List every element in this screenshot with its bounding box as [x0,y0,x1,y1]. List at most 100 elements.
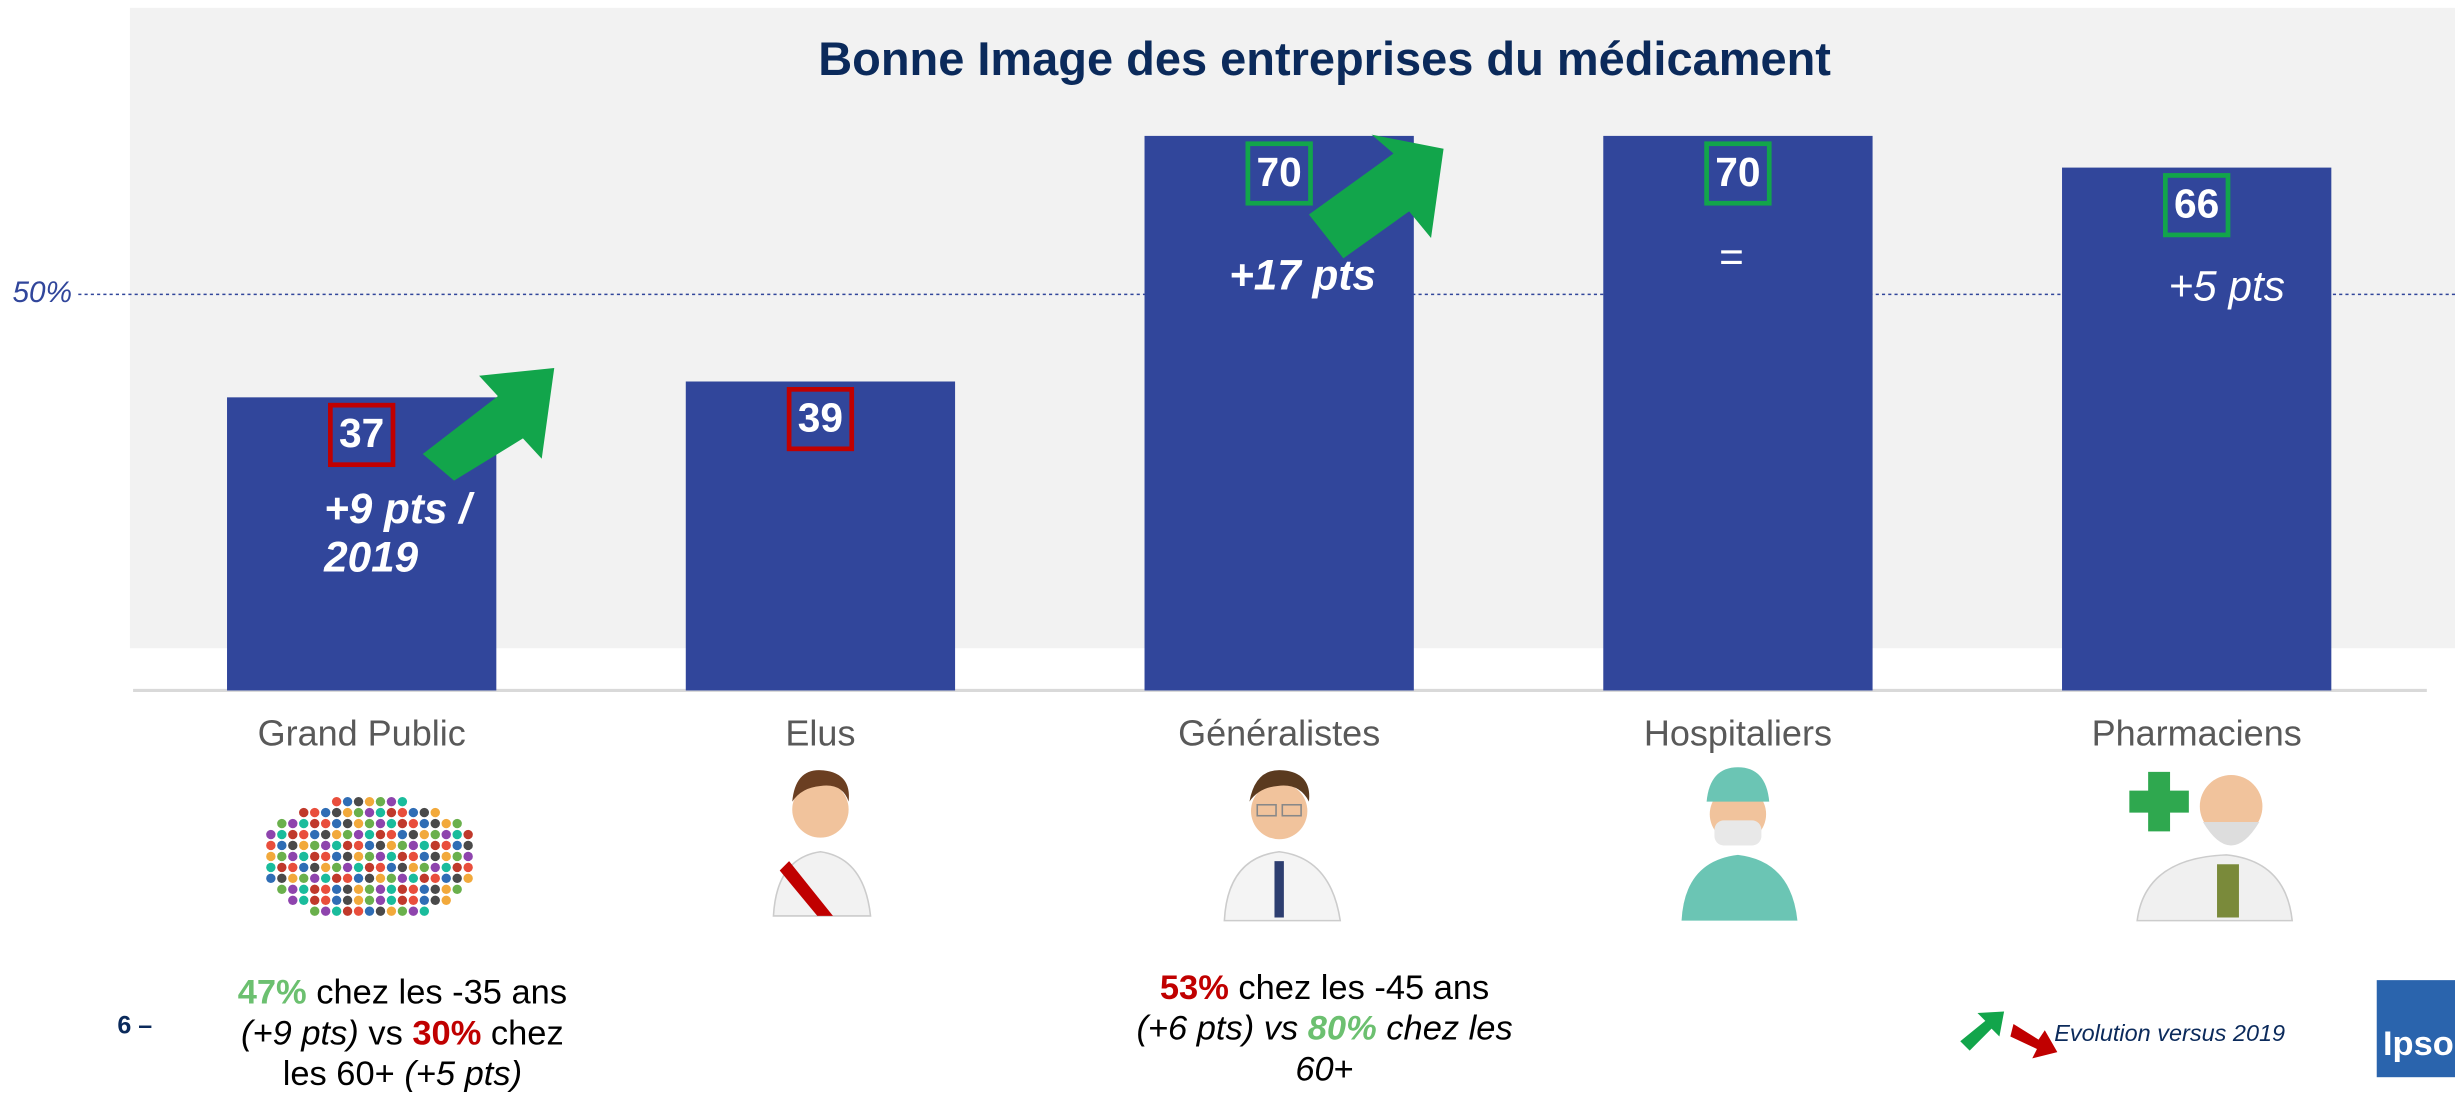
crowd-dot [299,851,309,862]
crowd-dot [419,840,430,851]
crowd-dot [342,884,353,895]
crowd-dot [320,884,331,895]
crowd-dot [419,829,430,840]
bar [2062,167,2332,691]
crowd-dot [277,851,287,862]
crowd-dot [364,862,375,873]
crowd-dot [441,818,451,829]
note-part: 80% [1307,1008,1377,1048]
x-tick-label: Hospitaliers [1644,712,1832,753]
crowd-dot [441,895,451,905]
value-box [1245,141,1313,206]
x-tick-label: Grand Public [258,712,466,753]
crowd-dot [419,873,430,884]
crowd-dot [375,840,386,851]
crowd-dot [430,862,440,873]
crowd-dot [353,895,364,905]
x-tick-label: Généralistes [1178,712,1380,753]
crowd-dot [452,840,462,851]
page-number: 6 – [117,1012,152,1040]
crowd-dot [342,807,353,818]
legend-arrow-down [2010,1023,2058,1059]
crowd-dot [430,873,440,884]
value-label: 37 [339,410,384,456]
crowd-dot [277,818,287,829]
crowd-dot [342,840,353,851]
crowd-dot [441,829,451,840]
crowd-dot [463,829,473,840]
value-label: 70 [1715,149,1760,195]
crowd-dot [331,862,342,873]
crowd-dot [430,807,440,818]
elu-icon [772,770,872,917]
crowd-dot [463,851,473,862]
crowd-dot [375,807,386,818]
crowd-dot [266,862,276,873]
crowd-dot [408,851,419,862]
crowd-dot [320,851,331,862]
crowd-dot [452,829,462,840]
crowd-dot [364,818,375,829]
crowd-dot [364,884,375,895]
crowd-dot [463,873,473,884]
note-part: 53% [1159,967,1229,1007]
crowd-dot [277,873,287,884]
crowd-dot [430,829,440,840]
crowd-dot [397,840,408,851]
crowd-dot [331,895,342,905]
crowd-dot [331,851,342,862]
pharmacist-icon [2129,771,2294,922]
crowd-dot [375,851,386,862]
crowd-dot [277,884,287,895]
bars [78,135,2455,693]
crowd-dot [364,906,375,916]
crowd-dot [397,895,408,905]
crowd-dot [288,873,298,884]
crowd-dot [299,895,309,905]
value-box [2163,173,2231,238]
crowd-dot [397,884,408,895]
note: 47% chez les -35 ans (+9 pts) vs 30% che… [215,972,591,1094]
crowd-dot [342,895,353,905]
crowd-dot [364,873,375,884]
crowd-dot [430,851,440,862]
crowd-dot [299,807,309,818]
crowd-dot [375,873,386,884]
x-tick-label: Pharmaciens [2092,712,2302,753]
crowd-dot [408,873,419,884]
crowd-dot [310,829,320,840]
crowd-dot [408,807,419,818]
crowd-dot [397,796,408,807]
bar [1603,135,1873,691]
note-part: (+6 pts) vs [1136,1008,1308,1048]
crowd-dot [353,807,364,818]
value-label: 66 [2174,180,2219,226]
crowd-dot [310,851,320,862]
crowd-dot [441,851,451,862]
crowd-dot [353,840,364,851]
note-part: chez les 60 [1295,1008,1523,1089]
crowd-dot [452,818,462,829]
crowd-dot [320,873,331,884]
note-part: chez les -45 ans [1228,967,1499,1007]
crowd-dot [277,829,287,840]
crowd-dot [430,818,440,829]
note: 53% chez les -45 ans (+6 pts) vs 80% che… [1130,968,1518,1090]
value-box [328,402,396,468]
crowd-dot [310,895,320,905]
crowd-dot [353,796,364,807]
crowd-dot [320,807,331,818]
crowd-dot [288,851,298,862]
crowd-dot [386,906,397,916]
chart-title: Bonne Image des entreprises du médicamen… [818,32,1831,85]
crowd-dot [386,862,397,873]
crowd-dot [320,829,331,840]
crowd-dot [452,862,462,873]
legend-text: Evolution versus 2019 [2054,1020,2285,1046]
crowd-dot [364,840,375,851]
crowd-dot [408,862,419,873]
crowd-dot [310,906,320,916]
crowd-dot [353,884,364,895]
crowd-dot [397,906,408,916]
